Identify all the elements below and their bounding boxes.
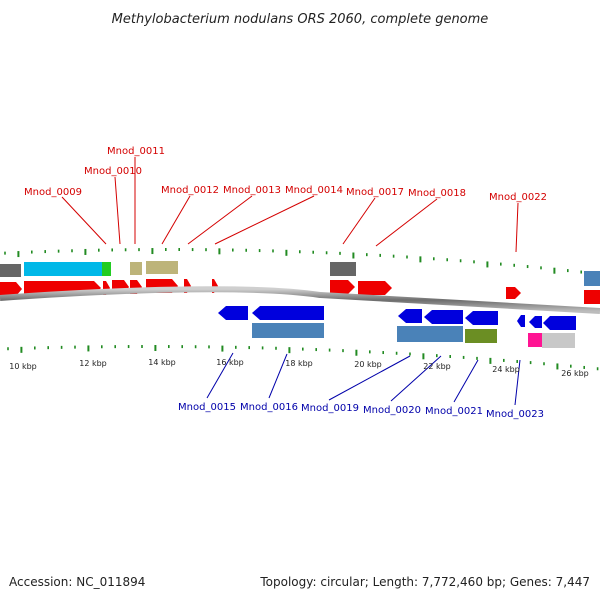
top-gene-labels: Mnod_0009 Mnod_0010 Mnod_0011 Mnod_0012 … [24,146,547,203]
top-leader-lines [61,157,519,253]
gene-label-mnod-0016: Mnod_0016 [240,402,298,413]
khaki-feature-1 [130,262,142,275]
gray-feature-left [0,264,21,277]
forward-gene [584,290,600,304]
kbp-label: 10 kbp [9,362,37,371]
reverse-gene [465,311,498,325]
gene-label-mnod-0012: Mnod_0012 [161,185,219,196]
reverse-gene [529,316,542,328]
gene-label-mnod-0010: Mnod_0010 [84,166,142,177]
kbp-label: 12 kbp [79,359,107,368]
reverse-genes [218,306,576,330]
pink-feature [528,333,542,347]
kbp-label: 26 kbp [561,369,589,378]
lightgray-feature [542,333,575,348]
gene-label-mnod-0021: Mnod_0021 [425,406,483,417]
genome-backbone [0,286,600,314]
green-feature [102,262,111,276]
bottom-leader-lines [206,352,521,406]
gene-label-mnod-0022: Mnod_0022 [489,192,547,203]
reverse-gene [517,315,525,327]
accession-text: Accession: NC_011894 [9,575,145,589]
kbp-labels: 10 kbp 12 kbp 14 kbp 16 kbp 18 kbp 20 kb… [9,358,589,378]
khaki-feature-2 [146,261,178,274]
gene-label-mnod-0014: Mnod_0014 [285,185,343,196]
feature-blocks [0,261,600,348]
gene-label-mnod-0019: Mnod_0019 [301,403,359,414]
steel-feature-2 [397,326,463,342]
kbp-label: 14 kbp [148,358,176,367]
cyan-feature [24,262,102,276]
map-title: Methylobacterium nodulans ORS 2060, comp… [112,12,489,27]
olive-feature [465,329,497,343]
forward-gene [330,280,355,294]
bottom-gene-labels: Mnod_0015 Mnod_0016 Mnod_0019 Mnod_0020 … [178,402,544,420]
steel-feature-right-edge [584,271,600,286]
gene-label-mnod-0020: Mnod_0020 [363,405,421,416]
forward-gene [358,281,392,295]
reverse-gene [424,310,463,324]
gene-label-mnod-0015: Mnod_0015 [178,402,236,413]
forward-gene [0,282,22,296]
gene-label-mnod-0018: Mnod_0018 [408,188,466,199]
steel-feature-1 [252,323,324,338]
reverse-gene [543,316,576,330]
scale-ticks [4,248,599,371]
gene-label-mnod-0011: Mnod_0011 [107,146,165,157]
gene-label-mnod-0013: Mnod_0013 [223,185,281,196]
gene-label-mnod-0017: Mnod_0017 [346,187,404,198]
reverse-gene [252,306,324,320]
reverse-gene [398,309,422,323]
kbp-label: 18 kbp [285,359,313,368]
forward-gene [506,287,521,299]
gene-label-mnod-0009: Mnod_0009 [24,187,82,198]
genome-summary-text: Topology: circular; Length: 7,772,460 bp… [259,575,590,589]
kbp-label: 16 kbp [216,358,244,367]
reverse-gene [218,306,248,320]
gray-feature-mid [330,262,356,276]
gene-label-mnod-0023: Mnod_0023 [486,409,544,420]
kbp-label: 24 kbp [492,365,520,374]
kbp-label: 22 kbp [423,362,451,371]
kbp-label: 20 kbp [354,360,382,369]
